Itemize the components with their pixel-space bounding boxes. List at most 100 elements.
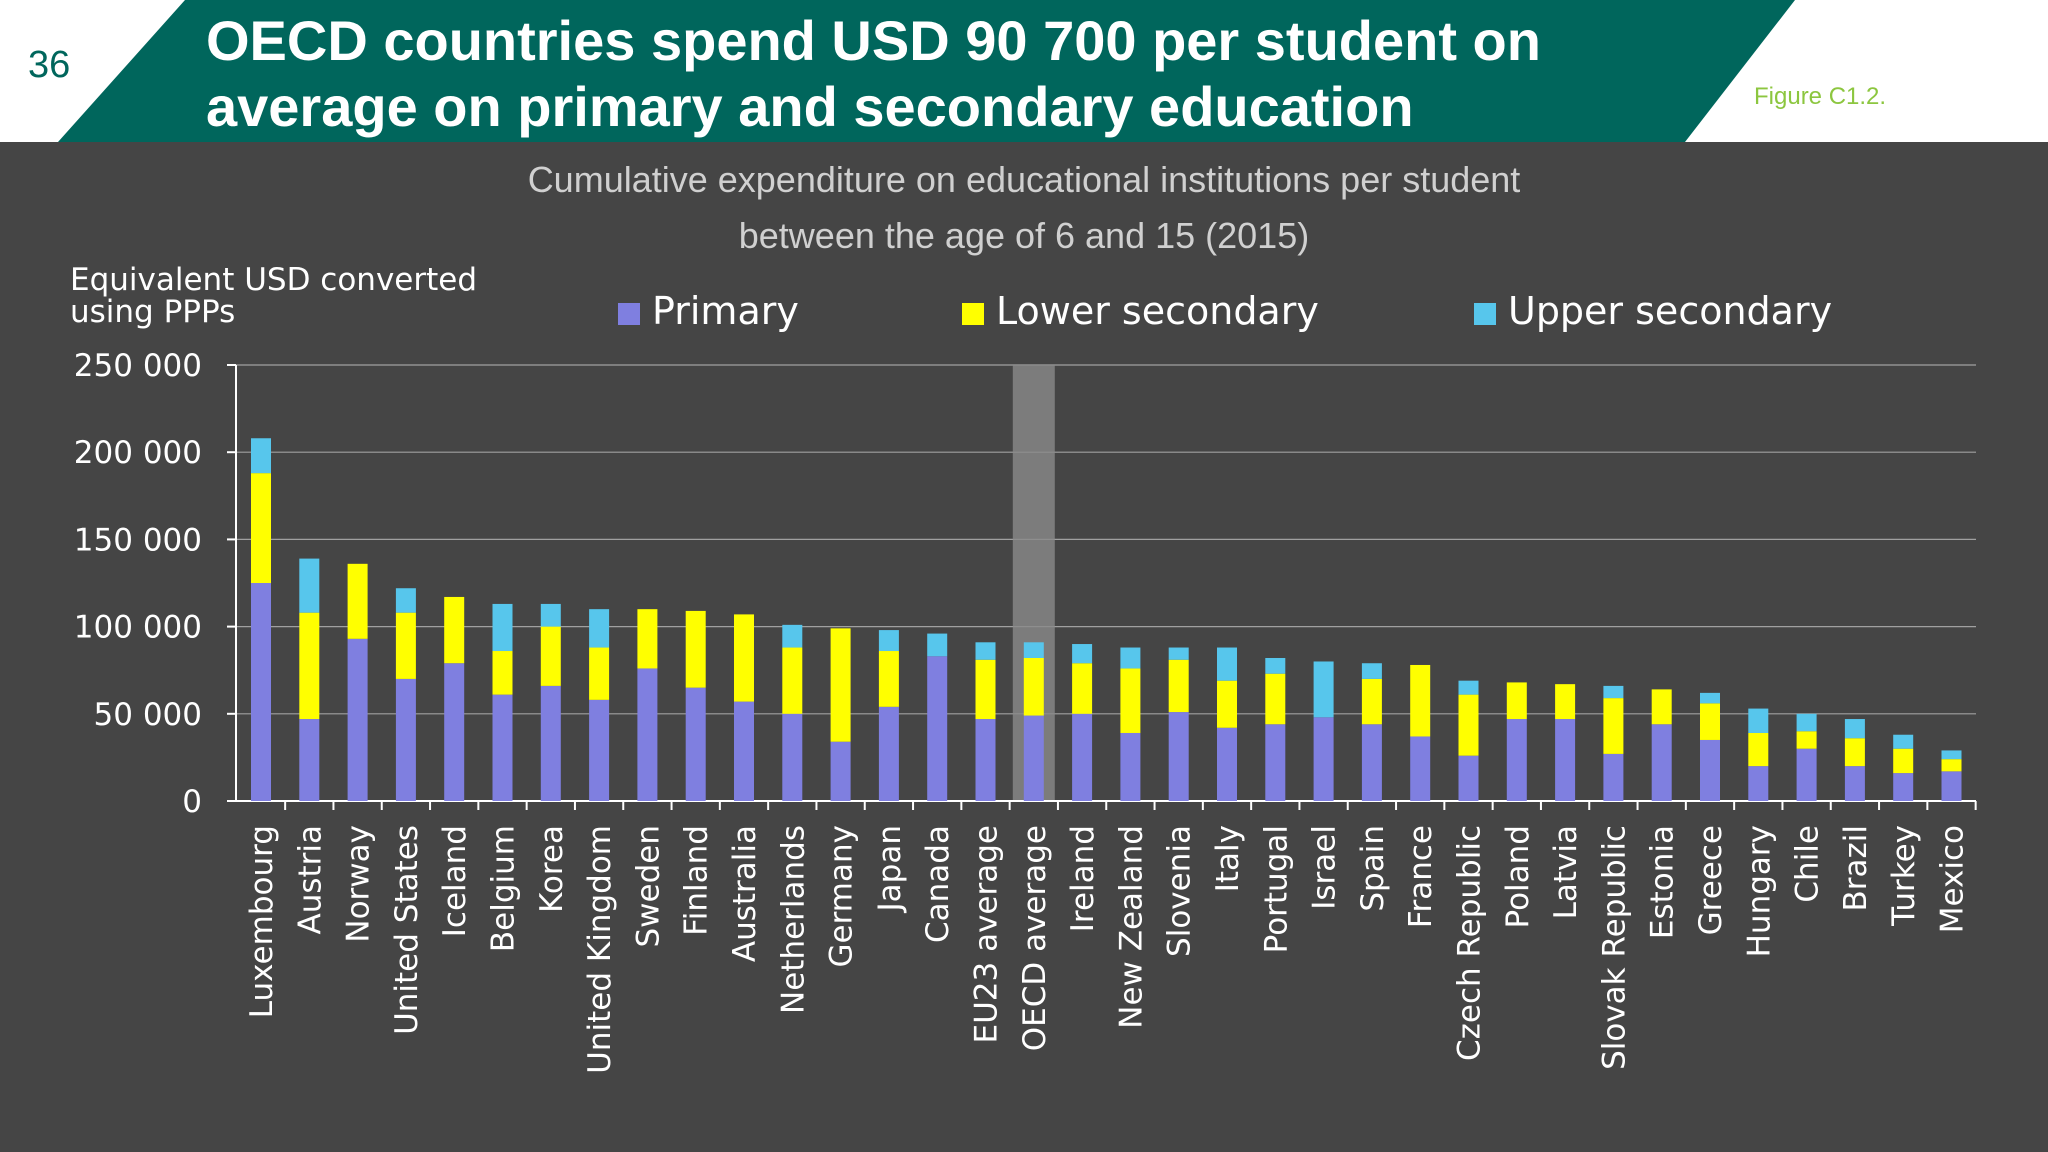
bar-primary [299,719,320,801]
x-tick-label: Slovenia [1162,825,1198,957]
bar-lower-secondary [1506,682,1527,720]
bar-upper-secondary [540,603,561,627]
bar-primary [734,701,754,801]
bar-upper-secondary [1458,680,1479,695]
bar-primary [927,656,948,801]
bar-upper-secondary [589,609,610,648]
bar-upper-secondary [1120,647,1141,669]
bar-upper-secondary [1700,692,1720,704]
x-tick-label: Germany [824,825,860,967]
x-tick-label: New Zealand [1113,825,1149,1029]
y-tick-label: 100 000 [74,610,202,646]
bar-lower-secondary [685,610,706,688]
slide-title-line2: average on primary and secondary educati… [206,75,1414,138]
bar-upper-secondary [299,558,320,613]
x-tick-label: Ireland [1065,825,1101,932]
bar-primary [1603,753,1624,801]
x-tick-label: United States [389,825,425,1035]
bar-lower-secondary [540,626,561,686]
bar-lower-secondary [1072,663,1093,714]
bar-upper-secondary [251,438,271,474]
legend-swatch-1 [618,303,640,325]
bar-primary [1651,724,1672,801]
bar-lower-secondary [347,563,368,639]
bar-lower-secondary [1796,731,1817,749]
bar-lower-secondary [1555,684,1576,720]
x-tick-label: Australia [727,825,763,962]
bar-primary [1458,755,1479,801]
bar-lower-secondary [830,628,851,742]
bar-upper-secondary [395,588,416,613]
x-tick-label: Brazil [1838,825,1874,912]
title-band-shape [58,0,1795,142]
x-tick-label: Latvia [1548,825,1584,919]
bar-primary [1361,724,1382,801]
bar-lower-secondary [1217,680,1237,728]
bar-primary [1506,719,1527,801]
stacked-bar-chart: Cumulative expenditure on educational in… [70,159,1977,1074]
x-tick-label: Sweden [630,825,666,948]
bar-primary [1410,736,1431,801]
y-axis-label-line2: using PPPs [70,294,235,330]
bar-primary [878,706,899,801]
y-tick-label: 150 000 [74,522,202,558]
bar-primary [830,741,851,801]
bar-upper-secondary [1023,642,1044,658]
x-tick-label: Luxembourg [244,825,280,1018]
bar-upper-secondary [782,624,803,648]
bar-primary [1168,712,1189,801]
title-band [58,0,1795,142]
bar-lower-secondary [589,647,610,700]
bar-primary [637,668,658,801]
x-tick-label: Poland [1500,825,1536,929]
bar-primary [589,699,610,801]
bar-primary [347,638,368,801]
bar-lower-secondary [444,596,465,664]
x-tick-label: OECD average [1017,825,1053,1051]
bar-lower-secondary [299,612,320,720]
bar-primary [540,685,561,801]
bar-primary [1023,715,1044,801]
x-tick-label: Austria [292,825,328,935]
bar-lower-secondary [1748,732,1769,767]
bar-upper-secondary [1748,708,1769,733]
bar-lower-secondary [1700,703,1720,740]
bar-lower-secondary [1603,698,1624,754]
bar-primary [975,719,996,801]
bar-lower-secondary [1458,694,1479,756]
legend-label-3: Upper secondary [1508,289,1832,333]
bar-upper-secondary [1313,661,1334,718]
y-axis-label-line1: Equivalent USD converted [70,262,477,298]
bar-lower-secondary [251,473,271,583]
bar-lower-secondary [492,651,513,695]
bar-primary [1072,713,1093,801]
bar-lower-secondary [878,651,899,707]
x-tick-label: Slovak Republic [1596,825,1632,1070]
bar-upper-secondary [975,642,996,660]
x-tick-label: Korea [534,825,570,913]
bar-lower-secondary [395,612,416,679]
y-tick-label: 50 000 [94,697,202,733]
bar-primary [1555,719,1576,801]
x-tick-label: Greece [1693,825,1729,935]
bar-upper-secondary [492,603,513,652]
bar-primary [1265,724,1286,801]
legend-label-2: Lower secondary [996,289,1319,333]
bar-upper-secondary [1941,750,1962,760]
x-tick-label: Japan [872,825,908,913]
bar-lower-secondary [975,659,996,720]
bar-upper-secondary [927,633,948,657]
chart-subtitle: between the age of 6 and 15 (2015) [739,215,1309,256]
y-tick-label: 200 000 [74,435,202,471]
x-tick-label: Spain [1355,825,1391,912]
bar-primary [685,687,706,801]
bar-lower-secondary [1120,668,1141,733]
x-tick-label: Israel [1307,825,1343,910]
bar-upper-secondary [1603,685,1624,699]
bar-lower-secondary [1844,738,1865,767]
bar-primary [444,663,465,801]
bar-lower-secondary [1651,689,1672,725]
x-tick-label: EU23 average [969,825,1005,1043]
slide-number: 36 [28,44,71,86]
figure-label: Figure C1.2. [1754,83,1887,110]
